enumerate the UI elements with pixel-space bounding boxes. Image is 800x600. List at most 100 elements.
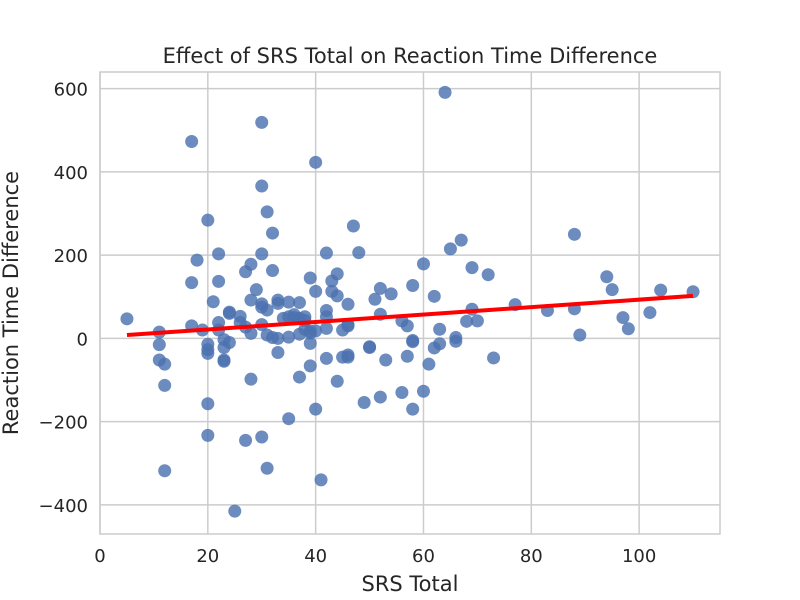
data-point	[244, 293, 258, 307]
data-point	[330, 267, 344, 281]
x-tick-label: 20	[196, 546, 219, 567]
data-point	[346, 219, 360, 233]
data-point	[422, 357, 436, 371]
data-point	[341, 297, 355, 311]
data-point	[228, 504, 242, 518]
data-point	[239, 433, 253, 447]
x-tick-label: 60	[412, 546, 435, 567]
data-point	[487, 351, 501, 365]
data-point	[395, 385, 409, 399]
data-point	[416, 384, 430, 398]
chart-title: Effect of SRS Total on Reaction Time Dif…	[163, 44, 658, 68]
data-point	[158, 378, 172, 392]
data-point	[433, 337, 447, 351]
data-point	[406, 335, 420, 349]
data-point	[255, 430, 269, 444]
x-tick-label: 0	[94, 546, 105, 567]
data-point	[244, 372, 258, 386]
data-point	[330, 289, 344, 303]
data-point	[314, 473, 328, 487]
data-point	[400, 349, 414, 363]
data-point	[319, 321, 333, 335]
data-point	[341, 319, 355, 333]
data-point	[282, 295, 296, 309]
data-point	[249, 283, 263, 297]
data-point	[460, 314, 474, 328]
data-point	[416, 257, 430, 271]
x-axis-label: SRS Total	[362, 572, 459, 596]
data-point	[363, 341, 377, 355]
data-point	[309, 284, 323, 298]
y-tick-label: −400	[39, 496, 88, 517]
gridlines	[99, 72, 720, 534]
x-tick-labels: 0 20 40 60 80 100	[94, 546, 656, 567]
data-point	[260, 303, 274, 317]
data-point	[454, 233, 468, 247]
data-point	[303, 271, 317, 285]
data-point	[255, 115, 269, 129]
data-point	[212, 247, 226, 261]
y-tick-label: 600	[54, 80, 88, 101]
data-point	[266, 226, 280, 240]
x-tick-label: 80	[520, 546, 543, 567]
data-point	[217, 354, 231, 368]
data-point	[443, 242, 457, 256]
data-point	[201, 346, 215, 360]
data-point	[481, 268, 495, 282]
data-point	[438, 85, 452, 99]
data-point	[120, 312, 134, 326]
data-point	[222, 306, 236, 320]
data-point	[616, 311, 630, 325]
data-point	[271, 296, 285, 310]
data-point	[309, 155, 323, 169]
data-point	[400, 319, 414, 333]
data-point	[212, 274, 226, 288]
data-point	[465, 261, 479, 275]
data-point	[158, 357, 172, 371]
plot-frame	[99, 71, 721, 535]
fit-line	[126, 293, 694, 338]
data-point	[373, 281, 387, 295]
data-point	[427, 289, 441, 303]
data-point	[201, 213, 215, 227]
data-point	[201, 397, 215, 411]
data-point	[282, 412, 296, 426]
data-point	[266, 264, 280, 278]
data-point	[185, 276, 199, 290]
y-tick-label: 400	[54, 163, 88, 184]
data-point	[384, 287, 398, 301]
data-point	[368, 292, 382, 306]
data-point	[158, 464, 172, 478]
data-point	[341, 350, 355, 364]
data-point	[244, 257, 258, 271]
data-point	[309, 324, 323, 338]
data-point	[470, 314, 484, 328]
data-point	[643, 306, 657, 320]
data-point	[605, 283, 619, 297]
data-point	[303, 336, 317, 350]
data-point	[282, 330, 296, 344]
data-point	[406, 279, 420, 293]
data-point	[319, 246, 333, 260]
data-point	[406, 402, 420, 416]
data-point	[152, 338, 166, 352]
data-point	[357, 395, 371, 409]
data-point	[330, 374, 344, 388]
data-point	[244, 326, 258, 340]
data-point	[600, 270, 614, 284]
data-point	[309, 402, 323, 416]
data-point	[303, 359, 317, 373]
data-point	[292, 296, 306, 310]
y-tick-label: −200	[39, 413, 88, 434]
data-point	[292, 370, 306, 384]
data-point	[190, 253, 204, 267]
y-tick-label: 0	[77, 329, 88, 350]
data-point	[255, 179, 269, 193]
fit-line-group	[126, 293, 694, 338]
data-point	[271, 346, 285, 360]
data-point	[433, 322, 447, 336]
y-tick-label: 200	[54, 246, 88, 267]
y-axis-label: Reaction Time Difference	[0, 171, 23, 435]
x-tick-label: 40	[304, 546, 327, 567]
